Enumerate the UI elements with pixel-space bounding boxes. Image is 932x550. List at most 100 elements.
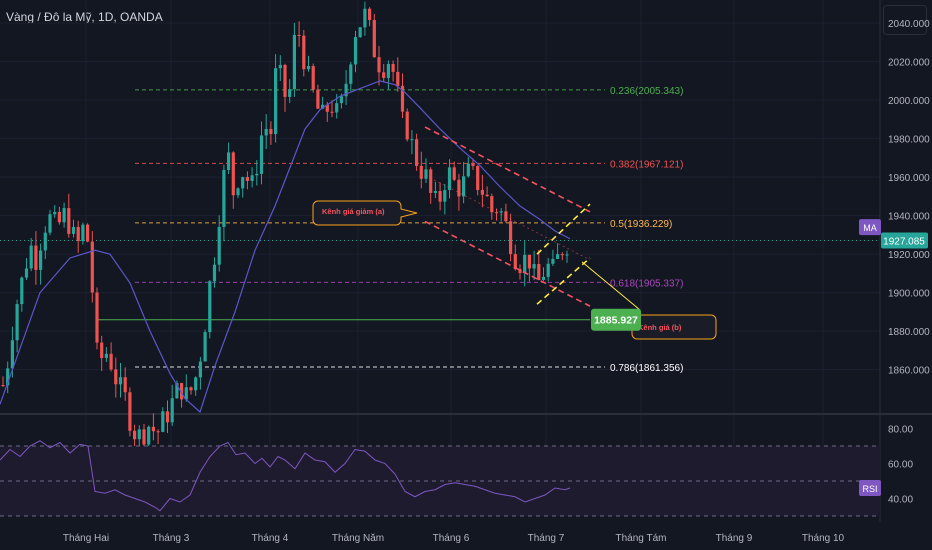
candle-body <box>537 263 541 280</box>
candle-body <box>95 292 99 343</box>
candle-body <box>321 104 325 109</box>
candle-body <box>297 34 301 36</box>
candle-body <box>259 135 264 174</box>
candle-body <box>208 281 212 333</box>
candle-body <box>104 353 108 359</box>
candle-body <box>504 211 508 222</box>
y-tick-label: 1940.000 <box>888 212 930 223</box>
candle-body <box>400 85 405 112</box>
y-tick-label: 1860.000 <box>888 366 930 377</box>
candle-body <box>114 369 118 385</box>
candle-body <box>180 383 184 400</box>
callout-a-text: Kênh giá giảm (a) <box>322 207 385 216</box>
candle-body <box>494 212 499 214</box>
candle-body <box>278 64 282 69</box>
candle-body <box>274 68 278 135</box>
fib-level-label: 0.382(1967.121) <box>610 159 683 170</box>
candle-body <box>476 166 480 190</box>
rsi-axis-tag-label: RSI <box>862 484 877 494</box>
rsi-y-tick-label: 60.00 <box>888 460 913 471</box>
candle-body <box>452 167 456 180</box>
candle-body <box>429 169 433 193</box>
x-tick-label: Tháng Tám <box>616 533 667 544</box>
candle-body <box>133 430 137 440</box>
moving-average <box>0 80 571 414</box>
candle-body <box>316 89 320 109</box>
candle-body <box>499 211 503 213</box>
candle-body <box>415 139 419 166</box>
candle-body <box>156 431 160 433</box>
x-tick-label: Tháng 6 <box>433 533 470 544</box>
candle-body <box>513 254 517 270</box>
candle-body <box>109 353 113 370</box>
candle-body <box>353 37 358 65</box>
x-tick-label: Tháng 7 <box>528 533 565 544</box>
candle-body <box>212 264 217 282</box>
grid <box>0 0 932 522</box>
candle-body <box>227 152 231 170</box>
candle-body <box>118 377 123 385</box>
y-tick-label: 1880.000 <box>888 327 930 338</box>
candle-body <box>368 8 372 21</box>
candle-body <box>344 83 348 97</box>
candles <box>1 1 569 460</box>
current-price-tag <box>881 232 928 249</box>
x-tick-label: Tháng 3 <box>153 533 190 544</box>
candle-body <box>128 392 132 431</box>
callout-pointer <box>581 261 641 311</box>
channel-b-lower <box>536 257 591 305</box>
candle-body <box>382 72 386 78</box>
candle-body <box>330 111 334 113</box>
candle-body <box>76 226 80 242</box>
candle-body <box>123 377 127 393</box>
candle-body <box>189 387 193 391</box>
candle-body <box>255 173 259 176</box>
candle-body <box>198 361 202 378</box>
candle-body <box>466 163 470 177</box>
candle-body <box>142 429 146 445</box>
candle-body <box>81 224 85 242</box>
candle-body <box>86 224 90 242</box>
candle-body <box>20 277 24 305</box>
chart-title: Vàng / Đô la Mỹ, 1D, OANDA <box>6 10 163 24</box>
candle-body <box>335 103 339 113</box>
candle-body <box>541 276 546 280</box>
candle-body <box>396 71 400 86</box>
rsi-y-tick-label: 40.00 <box>888 495 913 506</box>
x-tick-label: Tháng Năm <box>332 533 384 544</box>
candle-body <box>29 245 33 269</box>
candle-body <box>175 383 179 399</box>
candle-body <box>269 128 273 135</box>
candle-body <box>161 411 165 432</box>
support-price-tag <box>591 308 641 331</box>
candle-body <box>48 214 52 233</box>
candle-body <box>53 211 57 215</box>
candle-body <box>391 63 395 72</box>
annotations: Kênh giá giảm (a) Kênh giá (b)1885.927 <box>312 126 717 340</box>
candle-body <box>283 64 287 97</box>
candle-body <box>419 165 423 179</box>
candle-body <box>288 89 292 97</box>
candle-body <box>424 169 428 179</box>
candle-body <box>10 340 14 369</box>
y-tick-label: 2020.000 <box>888 58 930 69</box>
candle-body <box>264 128 268 136</box>
candle-body <box>532 263 536 269</box>
candle-body <box>147 426 151 445</box>
candle-body <box>250 175 254 181</box>
candle-body <box>372 20 376 58</box>
x-tick-label: Tháng 9 <box>716 533 753 544</box>
candle-body <box>184 387 188 400</box>
candle-body <box>24 268 29 278</box>
chart-settings-button[interactable] <box>883 5 927 35</box>
candle-body <box>560 254 564 256</box>
ma-line <box>0 80 571 414</box>
x-tick-label: Tháng Hai <box>63 533 109 544</box>
candle-body <box>67 208 71 234</box>
candle-body <box>292 34 296 90</box>
rsi-y-tick-label: 80.00 <box>888 425 913 436</box>
channel-a-upper <box>424 126 591 213</box>
x-tick-label: Tháng 4 <box>252 533 289 544</box>
candle-body <box>1 385 5 387</box>
